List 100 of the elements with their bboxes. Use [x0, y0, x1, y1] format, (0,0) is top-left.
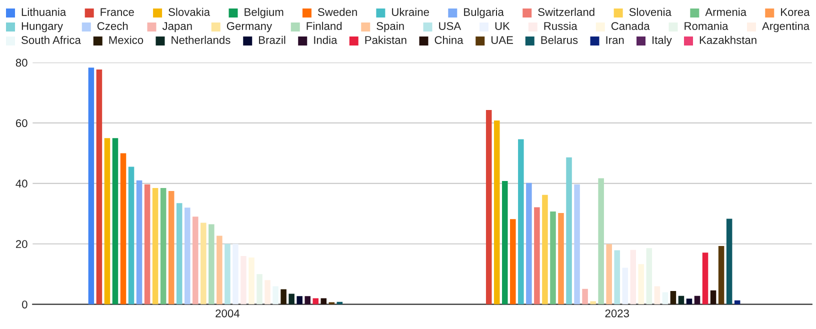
legend-label: Armenia [705, 8, 747, 16]
bar [88, 68, 94, 304]
y-tick-label: 20 [16, 240, 28, 248]
bar [160, 188, 166, 304]
bar [216, 236, 222, 304]
y-tick-label: 40 [16, 180, 28, 188]
legend-label: Brazil [259, 36, 286, 44]
legend-label: Slovenia [629, 8, 672, 16]
bar [248, 257, 254, 304]
legend-label: France [100, 8, 134, 16]
bar [144, 184, 150, 304]
bar [224, 244, 230, 304]
legend-label: South Africa [22, 36, 81, 44]
legend-label: Belgium [244, 8, 284, 18]
legend-label: UAE [491, 36, 513, 44]
legend-label: Netherlands [172, 36, 230, 44]
bar [686, 298, 692, 304]
legend-label: India [314, 36, 338, 44]
bar [128, 166, 134, 304]
legend-label: Italy [652, 36, 672, 46]
bar [542, 194, 548, 304]
bar [184, 208, 190, 304]
legend-label: Sweden [318, 8, 357, 16]
legend-label: Kazakhstan [700, 36, 756, 44]
bar [272, 286, 278, 304]
legend-label: Czech [97, 22, 128, 30]
legend-label: Japan [162, 22, 192, 32]
legend-label: Iran [606, 36, 624, 44]
bar [702, 252, 708, 304]
x-tick-label: 2023 [605, 309, 629, 318]
bar [104, 138, 110, 304]
legend-label: Bulgaria [464, 8, 504, 18]
bar [646, 248, 652, 304]
legend-label: Belarus [541, 36, 578, 44]
bar [256, 274, 262, 304]
bar [296, 296, 302, 304]
bar [534, 207, 540, 304]
bar [574, 184, 580, 304]
bar [136, 180, 142, 304]
legend-label: China [434, 36, 464, 44]
legend-label: Argentina [762, 22, 810, 32]
bar [200, 222, 206, 304]
bar [192, 216, 198, 304]
legend-label: Slovakia [168, 8, 210, 16]
bar [710, 290, 716, 304]
legend-label: Russia [544, 22, 578, 30]
bar [550, 212, 556, 304]
bar [288, 294, 294, 304]
bar [726, 218, 732, 304]
bar [240, 256, 246, 304]
legend-label: Mexico [109, 36, 144, 44]
bar [630, 250, 636, 304]
bar [662, 292, 668, 304]
y-tick-label: 80 [16, 58, 28, 67]
bar [304, 296, 310, 304]
y-tick-label: 60 [16, 119, 28, 128]
bar [112, 138, 118, 304]
bar [96, 69, 102, 304]
bar [582, 288, 588, 304]
bar [606, 244, 612, 304]
legend-label: Canada [611, 22, 650, 30]
legend-label: Finland [306, 22, 342, 30]
legend-label: Hungary [22, 22, 63, 32]
legend-label: Ukraine [392, 8, 429, 16]
bar [654, 286, 660, 304]
legend-label: Romania [684, 22, 728, 30]
bar [558, 213, 564, 304]
legend-label: USA [439, 22, 462, 30]
bar [152, 188, 158, 304]
bar [678, 296, 684, 304]
bar [502, 181, 508, 304]
bar [176, 203, 182, 304]
bar [518, 139, 524, 304]
bar [264, 280, 270, 304]
bar [120, 153, 126, 304]
legend-label: Switzerland [538, 8, 594, 16]
bar [510, 219, 516, 304]
bar [494, 120, 500, 304]
legend-label: Korea [781, 8, 810, 16]
bar [694, 296, 700, 304]
bar [280, 289, 286, 304]
legend-label: Germany [226, 22, 272, 32]
bar [718, 246, 724, 304]
bar [312, 298, 319, 304]
bar [598, 178, 604, 304]
legend-label: UK [495, 22, 510, 30]
bar [232, 244, 238, 304]
legend-label: Spain [376, 22, 404, 32]
bar [670, 291, 676, 304]
bar [486, 110, 492, 304]
bar [168, 190, 174, 304]
y-tick-label: 0 [22, 300, 28, 308]
bar [638, 264, 644, 304]
bar [622, 268, 628, 304]
legend-label: Pakistan [365, 36, 406, 44]
x-tick-label: 2004 [216, 309, 240, 318]
bar [614, 250, 620, 304]
bar [566, 157, 572, 304]
bar [526, 182, 532, 304]
bar [208, 224, 214, 304]
